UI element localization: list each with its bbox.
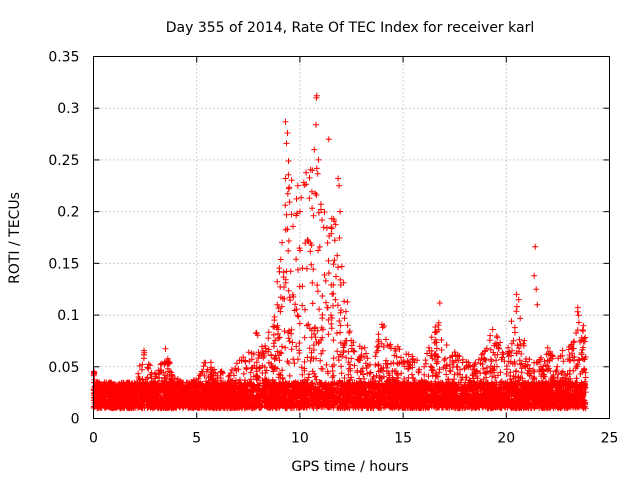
x-axis-label: GPS time / hours [291, 459, 408, 475]
chart-title: Day 355 of 2014, Rate Of TEC Index for r… [166, 20, 534, 36]
y-tick-label: 0.25 [48, 153, 79, 169]
x-tick-label: 10 [291, 431, 309, 447]
y-tick-label: 0.05 [48, 360, 79, 376]
y-tick-label: 0.1 [57, 308, 79, 324]
x-tick-label: 5 [192, 431, 201, 447]
y-axis-label: ROTI / TECUs [7, 192, 23, 284]
y-tick-label: 0.3 [57, 101, 79, 117]
y-tick-label: 0.35 [48, 50, 79, 66]
y-tick-label: 0 [71, 412, 80, 428]
tick-labels: 0 5 10 15 20 25 0 0.05 0.1 0.15 0.2 0.25 0.3 0.35 [48, 50, 618, 447]
x-tick-label: 0 [89, 431, 98, 447]
data-points [90, 92, 589, 412]
y-tick-label: 0.2 [57, 205, 79, 221]
axis-ticks [93, 56, 610, 419]
y-tick-label: 0.15 [48, 256, 79, 272]
grid-lines [93, 56, 610, 419]
plot-frame [93, 56, 610, 419]
x-tick-label: 15 [394, 431, 412, 447]
x-tick-label: 20 [497, 431, 515, 447]
roti-points [90, 92, 589, 412]
x-tick-label: 25 [601, 431, 619, 447]
